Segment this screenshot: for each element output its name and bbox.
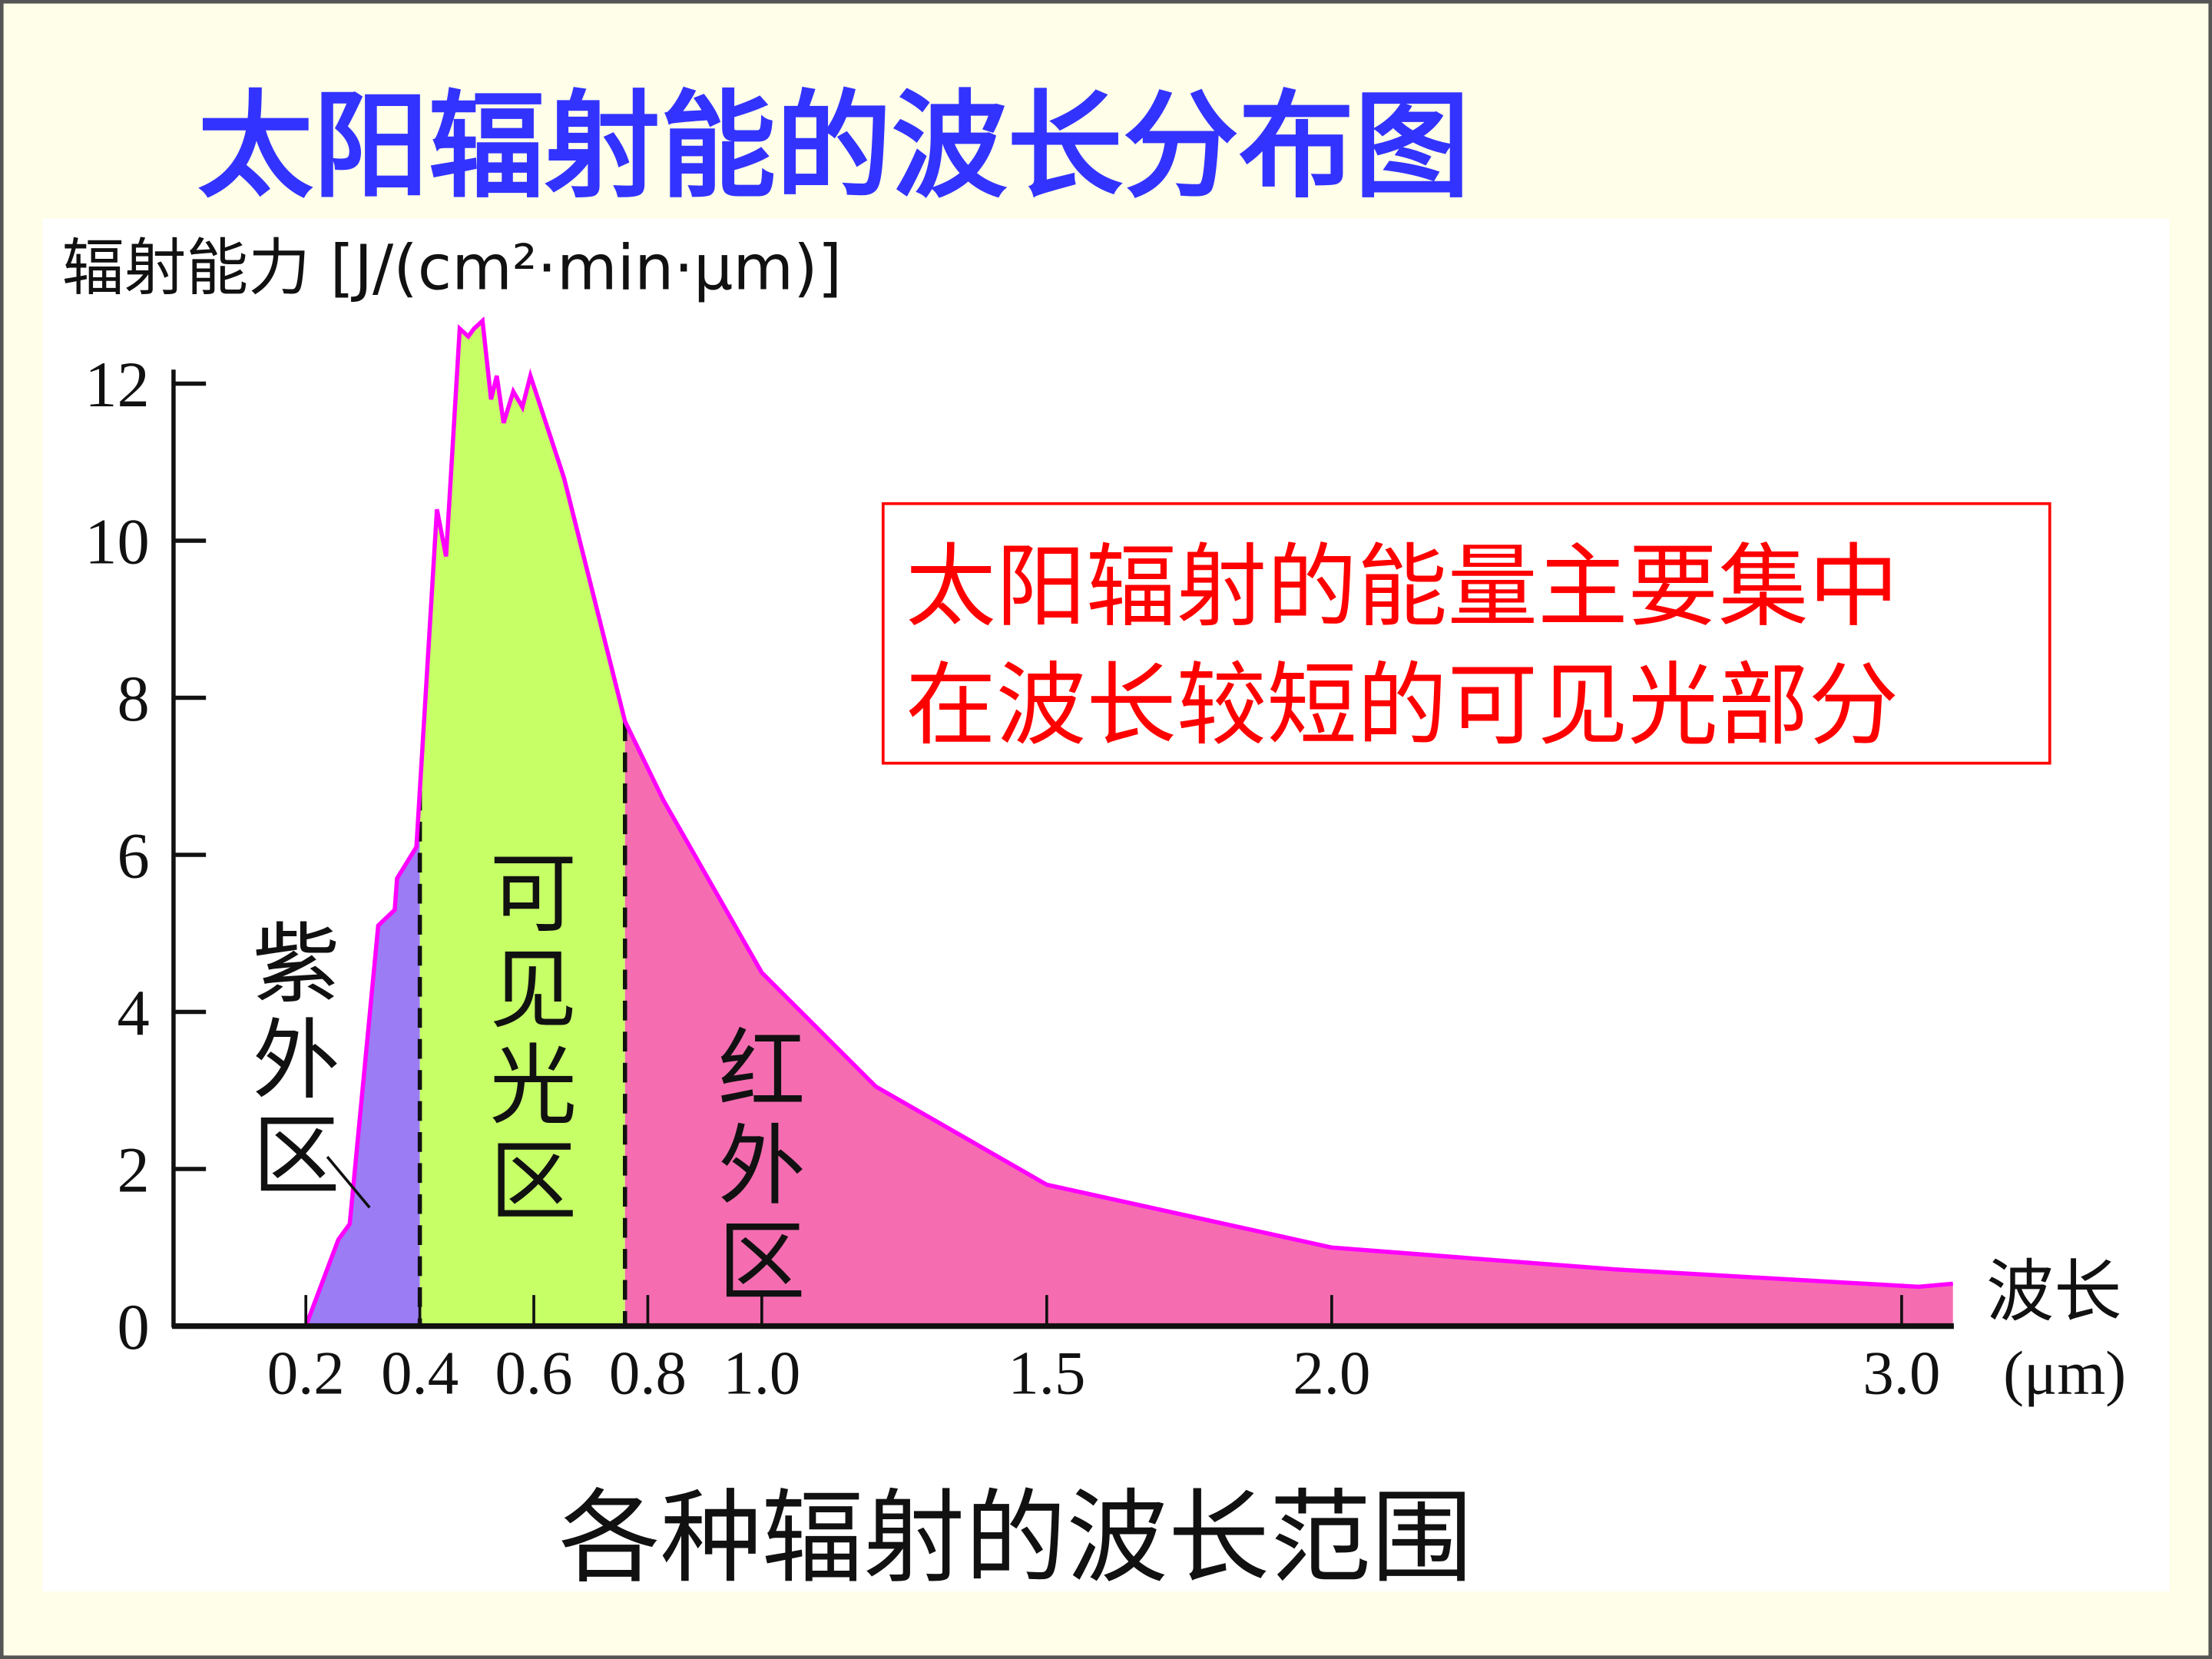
x-tick-label: 3.0 <box>1863 1339 1940 1408</box>
region-fill-2 <box>624 721 1953 1326</box>
y-ticks: 0 2 4 6 8 10 12 <box>84 349 207 1363</box>
region-label-char: 区 <box>718 1210 806 1313</box>
region-label-char: 紫 <box>253 913 340 1015</box>
y-tick-label: 0 <box>117 1292 149 1363</box>
callout-line-2: 在波长较短的可见光部分 <box>906 653 1899 758</box>
x-axis-unit: (μm) <box>2003 1339 2126 1408</box>
uv-label-leader <box>326 1155 371 1209</box>
x-tick-label: 1.0 <box>723 1339 800 1408</box>
y-tick-label: 10 <box>84 506 149 578</box>
y-tick-label: 12 <box>84 349 149 421</box>
region-label-char: 外 <box>718 1115 806 1217</box>
region-label-char: 可 <box>489 843 577 945</box>
callout-line-1: 太阳辐射的能量主要集中 <box>906 534 1899 639</box>
chart-caption: 各种辐射的波长范围 <box>558 1479 1472 1598</box>
x-ticks: 0.2 0.4 0.6 0.8 1.0 1.5 2.0 3.0 <box>267 1295 1940 1408</box>
x-tick-label: 0.4 <box>381 1339 459 1408</box>
y-tick-label: 6 <box>117 820 149 892</box>
region-fill-0 <box>306 790 420 1326</box>
callout-box <box>881 502 2051 765</box>
region-label-char: 区 <box>253 1105 340 1207</box>
chart-panel <box>42 218 2170 1591</box>
y-tick-label: 4 <box>117 978 149 1049</box>
x-tick-label: 2.0 <box>1293 1339 1370 1408</box>
x-tick-label: 0.8 <box>609 1339 687 1408</box>
x-tick-label: 1.5 <box>1008 1339 1085 1408</box>
spectrum-curve <box>303 316 1953 1327</box>
region-label-char: 见 <box>489 939 577 1041</box>
region-label-char: 红 <box>718 1019 806 1121</box>
region-label-char: 区 <box>489 1131 577 1233</box>
y-axis-label: 辐射能力 [J/(cm²·min·μm)] <box>62 233 842 305</box>
region-fill-1 <box>419 320 625 1326</box>
x-axis-label: 波长 <box>1986 1252 2121 1331</box>
slide-title: 太阳辐射能的波长分布图 <box>197 78 1470 214</box>
y-tick-label: 2 <box>117 1134 149 1206</box>
x-tick-label: 0.2 <box>267 1339 345 1408</box>
x-tick-label: 0.6 <box>495 1339 573 1408</box>
y-tick-label: 8 <box>117 664 149 735</box>
region-label-char: 光 <box>489 1035 577 1137</box>
region-label-char: 外 <box>253 1009 340 1111</box>
